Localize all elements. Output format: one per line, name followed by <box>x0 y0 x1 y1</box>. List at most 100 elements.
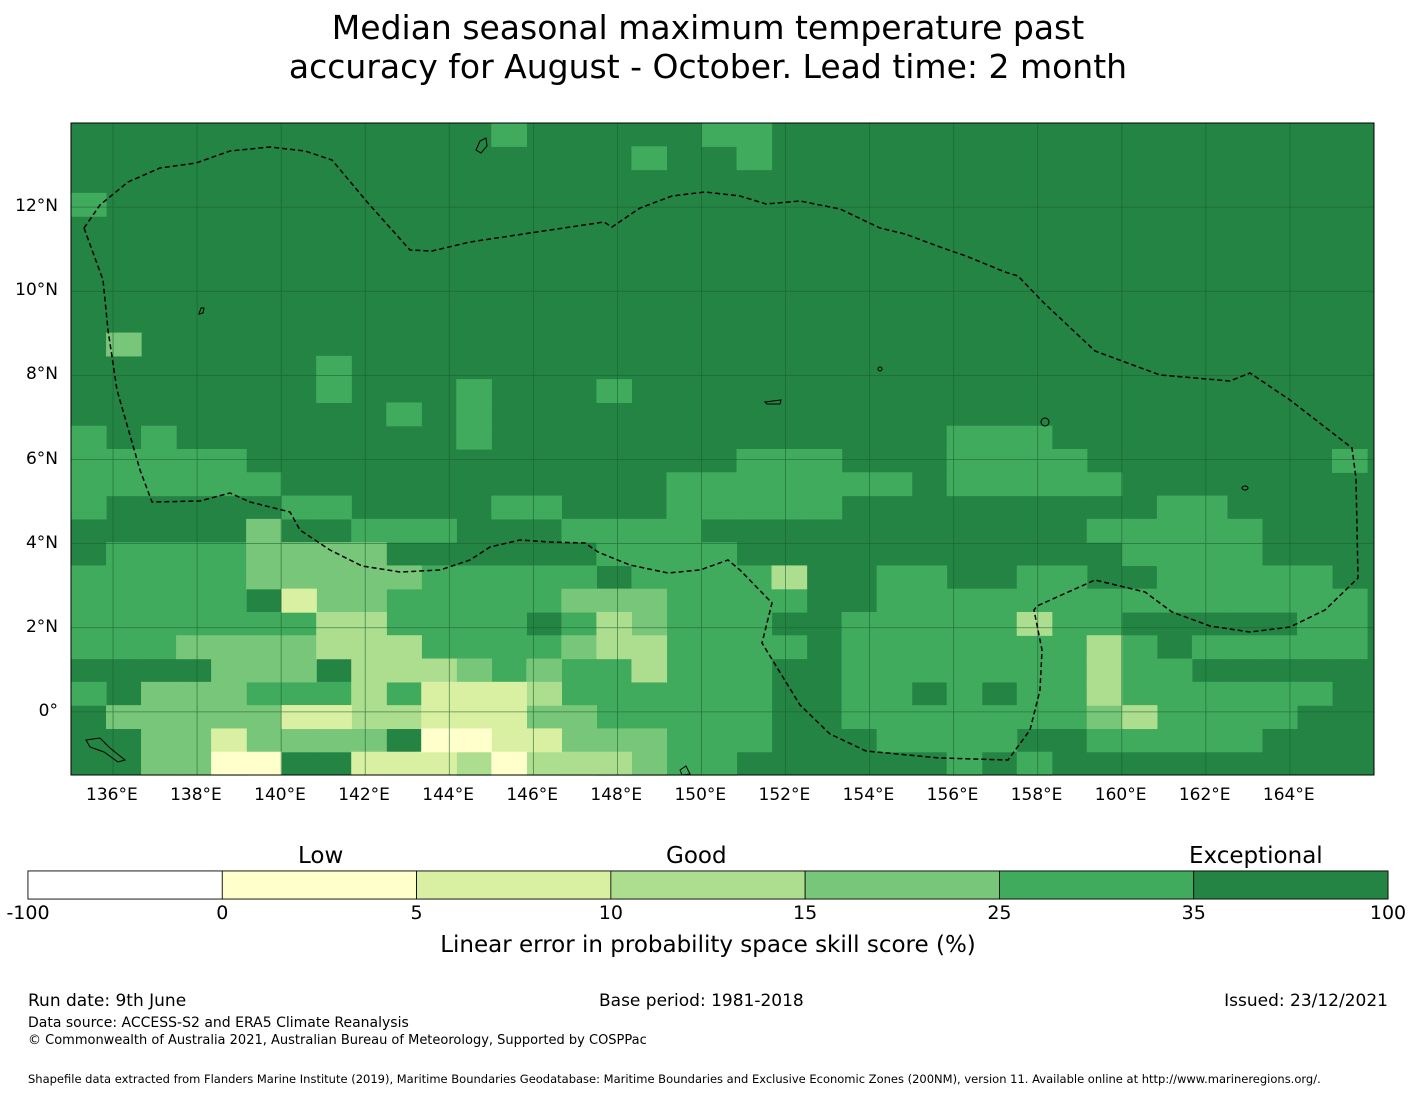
skill-cell <box>631 542 668 567</box>
skill-cell <box>141 728 177 753</box>
skill-cell <box>841 705 878 730</box>
island-outline <box>198 307 205 315</box>
skill-cell <box>1191 705 1228 730</box>
skill-cell <box>596 542 633 567</box>
colorbar-segment <box>804 870 1000 900</box>
skill-cell <box>456 728 492 753</box>
skill-cell <box>701 123 738 147</box>
skill-cell <box>141 612 177 636</box>
skill-cell <box>631 635 668 660</box>
skill-cell <box>561 612 598 636</box>
skill-cell <box>351 751 387 776</box>
skill-cell <box>666 658 703 683</box>
skill-cell <box>106 472 142 497</box>
skill-cell <box>106 635 142 660</box>
skill-cell <box>631 146 668 171</box>
skill-cell <box>841 612 878 636</box>
skill-cell <box>1051 705 1088 730</box>
skill-cell <box>246 635 282 660</box>
skill-cell <box>71 192 107 217</box>
island-outline <box>679 765 691 776</box>
skill-cell <box>561 751 598 776</box>
base-period: Base period: 1981-2018 <box>599 991 804 1011</box>
skill-cell <box>666 588 703 613</box>
skill-cell <box>911 565 948 590</box>
skill-cell <box>701 635 738 660</box>
skill-cell <box>841 658 878 683</box>
skill-cell <box>386 681 422 706</box>
skill-cell <box>491 635 527 660</box>
skill-cell <box>736 495 773 520</box>
skill-cell <box>701 472 738 497</box>
skill-cell <box>946 705 983 730</box>
skill-cell <box>596 728 633 753</box>
skill-cell <box>281 658 317 683</box>
skill-cell <box>561 635 598 660</box>
longitude-label: 140°E <box>254 785 306 805</box>
skill-cell <box>386 612 422 636</box>
skill-cell <box>456 612 492 636</box>
title-line-1: Median seasonal maximum temperature past <box>331 8 1085 47</box>
skill-cell <box>246 751 282 776</box>
longitude-label: 156°E <box>926 785 979 805</box>
skill-cell <box>456 705 492 730</box>
island-outline <box>475 137 488 154</box>
skill-cell <box>841 635 878 660</box>
skill-cell <box>1191 518 1228 543</box>
map-frame <box>70 122 1375 776</box>
skill-cell <box>596 705 633 730</box>
skill-cell <box>1156 681 1193 706</box>
skill-cell <box>491 681 527 706</box>
skill-cell <box>1156 588 1193 613</box>
skill-cell <box>981 612 1018 636</box>
skill-cell <box>386 658 422 683</box>
skill-cell <box>491 612 527 636</box>
skill-cell <box>1191 635 1228 660</box>
skill-cell <box>1051 472 1088 497</box>
skill-cell <box>1191 588 1228 613</box>
latitude-label: 10°N <box>15 280 58 301</box>
skill-cell <box>386 635 422 660</box>
skill-cell <box>1121 658 1158 683</box>
skill-cell <box>1051 612 1088 636</box>
skill-cell <box>666 472 703 497</box>
skill-cell <box>736 612 773 636</box>
skill-cell <box>1296 588 1333 613</box>
skill-cell <box>176 681 212 706</box>
island-outline <box>877 366 883 372</box>
skill-cell <box>736 728 773 753</box>
colorbar-tick-label: 25 <box>987 902 1012 924</box>
skill-cell <box>106 588 142 613</box>
skill-cell <box>106 449 142 473</box>
longitude-label: 162°E <box>1178 785 1231 805</box>
skill-cell <box>421 658 457 683</box>
skill-cell <box>736 681 773 706</box>
skill-cell <box>806 449 843 473</box>
skill-cell <box>141 542 177 567</box>
latitude-label: 0° <box>38 700 58 721</box>
skill-cell <box>316 495 352 520</box>
skill-cell <box>316 612 352 636</box>
skill-cell <box>1331 612 1368 636</box>
skill-cell <box>176 635 212 660</box>
skill-cell <box>1016 751 1053 776</box>
skill-cell <box>491 495 527 520</box>
skill-cell <box>316 705 352 730</box>
skill-cell <box>71 495 107 520</box>
skill-cell <box>526 681 562 706</box>
title-line-2: accuracy for August - October. Lead time… <box>288 47 1128 86</box>
skill-cell <box>1226 588 1263 613</box>
skill-cell <box>1086 472 1123 497</box>
category-good: Good <box>666 843 727 869</box>
skill-cell <box>491 565 527 590</box>
skill-cell <box>666 728 703 753</box>
skill-cell <box>316 728 352 753</box>
skill-cell <box>246 728 282 753</box>
colorbar-tick-label: 5 <box>410 902 423 924</box>
skill-cell <box>1191 542 1228 567</box>
skill-cell <box>1156 705 1193 730</box>
category-low: Low <box>298 843 344 869</box>
skill-cell <box>946 681 983 706</box>
chart-title: Median seasonal maximum temperature past… <box>0 8 1416 86</box>
